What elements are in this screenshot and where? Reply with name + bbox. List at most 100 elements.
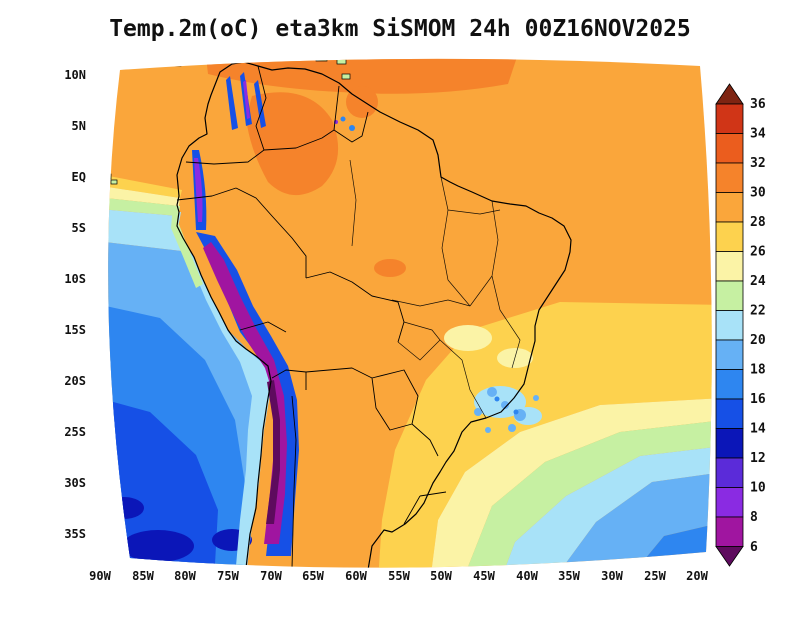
band-18c <box>552 472 712 568</box>
colorbar-label: 10 <box>750 481 766 496</box>
colorbar-label: 24 <box>750 274 766 289</box>
colorbar-arrow-above-36 <box>715 83 744 105</box>
colorbar-segment-30-32 <box>715 162 744 193</box>
coastal-strip-22c <box>171 206 203 288</box>
colorbar <box>715 83 744 567</box>
andes-coldest-lt6c <box>266 380 280 524</box>
colorbar-segment-10-12 <box>715 457 744 488</box>
se-brazil-speck-18c <box>508 424 516 432</box>
y-tick-label: 35S <box>64 527 86 541</box>
colorbar-segment-20-22 <box>715 310 744 341</box>
se-brazil-speck-18c <box>487 387 497 397</box>
x-tick-label: 60W <box>345 569 367 583</box>
x-tick-label: 75W <box>217 569 239 583</box>
y-tick-label: 10S <box>64 272 86 286</box>
country-borders <box>176 65 447 568</box>
guiana-cold-dot-16c <box>349 125 355 131</box>
pacific-strip-24c <box>108 184 180 206</box>
caribbean-island-speck <box>125 58 139 66</box>
y-tick-label: 5N <box>72 119 86 133</box>
se-brazil-speck-18c <box>501 401 509 409</box>
colorbar-label: 22 <box>750 304 766 319</box>
x-tick-label: 85W <box>132 569 154 583</box>
colorbar-label: 30 <box>750 186 766 201</box>
andes-colombia-east-14c <box>254 80 266 128</box>
y-axis: 10N 5N EQ 5S 10S 15S 20S 25S 30S 35S <box>64 68 86 541</box>
temperature-field <box>108 58 712 568</box>
y-tick-label: 20S <box>64 374 86 388</box>
state-borders <box>349 159 521 419</box>
pacific-strip-22c <box>108 196 179 216</box>
east-brazil-pale-24c <box>444 325 492 351</box>
band-24c <box>430 398 712 568</box>
colorbar-label: 18 <box>750 363 766 378</box>
caribbean-island-speck <box>315 58 328 62</box>
pacific-strip-20c <box>108 208 190 252</box>
y-tick-label: 10N <box>64 68 86 82</box>
pacific-cold-blob-12c <box>122 530 194 562</box>
colorbar-segment-24-26 <box>715 251 744 282</box>
colorbar-label: 28 <box>750 215 766 230</box>
x-tick-label: 70W <box>260 569 282 583</box>
andes-colombia-west-14c <box>226 76 238 130</box>
guiana-cold-dot-16c <box>340 116 346 122</box>
band-26c <box>378 302 712 568</box>
galapagos-island-speck <box>108 173 112 180</box>
x-tick-label: 55W <box>388 569 410 583</box>
colorbar-label: 14 <box>750 422 766 437</box>
y-tick-label: 5S <box>72 221 86 235</box>
colorbar-label: 36 <box>750 97 766 112</box>
x-tick-label: 45W <box>473 569 495 583</box>
colorbar-segment-28-30 <box>715 192 744 223</box>
colorbar-segment-6-8 <box>715 516 744 547</box>
colorbar-segment-18-20 <box>715 339 744 370</box>
andes-ecuador-core-8c <box>194 158 203 222</box>
x-tick-label: 40W <box>516 569 538 583</box>
colorbar-arrow-below-6 <box>715 546 744 567</box>
x-tick-label: 35W <box>558 569 580 583</box>
warm-streak-central-30c <box>374 259 406 277</box>
colorbar-segment-26-28 <box>715 221 744 252</box>
x-tick-label: 80W <box>174 569 196 583</box>
y-tick-label: EQ <box>72 170 86 184</box>
band-20c <box>500 446 712 568</box>
caribbean-island-speck <box>170 59 182 67</box>
se-brazil-speck-18c <box>485 427 491 433</box>
colorbar-label: 16 <box>750 392 766 407</box>
se-brazil-cool-20c <box>474 386 526 418</box>
andes-colombia-core-8c <box>243 80 250 119</box>
pacific-cold-blob-12c <box>108 497 144 519</box>
colorbar-labels: 36 34 32 30 28 26 24 22 20 18 16 14 12 1… <box>750 97 766 555</box>
colorbar-segment-22-24 <box>715 280 744 311</box>
se-brazil-speck-18c <box>533 395 539 401</box>
y-tick-label: 15S <box>64 323 86 337</box>
colorbar-label: 32 <box>750 156 766 171</box>
coastal-upwelling-20c <box>174 212 272 568</box>
caribbean-island-speck <box>149 58 160 62</box>
colorbar-label: 6 <box>750 540 758 555</box>
se-brazil-speck-16c <box>494 396 500 402</box>
caribbean-island-speck <box>336 58 347 65</box>
colorbar-label: 12 <box>750 451 766 466</box>
se-brazil-speck-18c <box>474 408 482 416</box>
colorbar-segment-8-10 <box>715 487 744 518</box>
y-tick-label: 30S <box>64 476 86 490</box>
coastline <box>176 61 572 568</box>
x-tick-label: 25W <box>644 569 666 583</box>
trinidad-island-speck <box>341 73 351 80</box>
colorbar-segment-16-18 <box>715 369 744 400</box>
colorbar-label: 8 <box>750 510 758 525</box>
chart-title: Temp.2m(oC) eta3km SiSMOM 24h 00Z16NOV20… <box>109 16 691 42</box>
warm-patch-guiana-30c <box>346 86 378 118</box>
colorbar-label: 26 <box>750 245 766 260</box>
galapagos-island-speck <box>110 179 118 185</box>
x-tick-label: 65W <box>302 569 324 583</box>
warm-patch-nw-amazon-30c <box>246 92 339 196</box>
x-tick-label: 20W <box>686 569 708 583</box>
colorbar-label: 20 <box>750 333 766 348</box>
x-tick-label: 50W <box>430 569 452 583</box>
map-outlines <box>176 61 572 568</box>
se-brazil-speck-16c <box>513 409 519 415</box>
y-tick-label: 25S <box>64 425 86 439</box>
